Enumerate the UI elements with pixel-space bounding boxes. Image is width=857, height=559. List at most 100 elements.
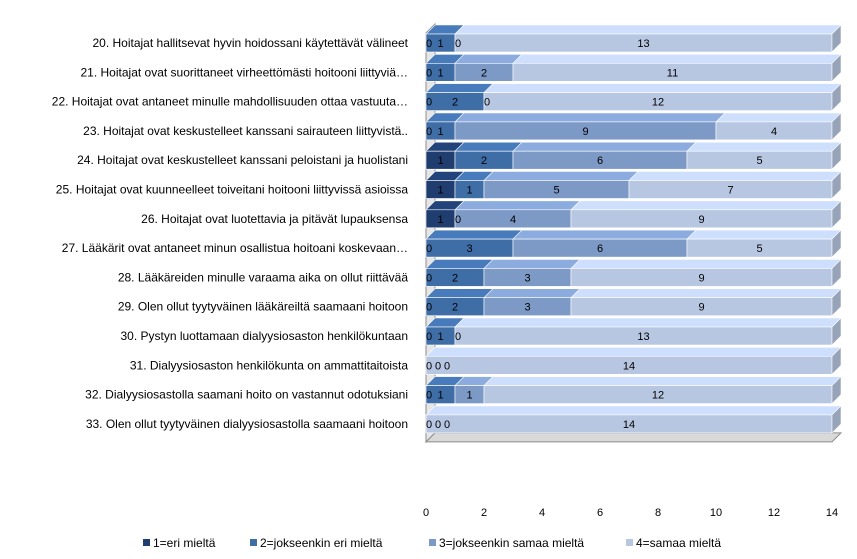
- bar-segment-top: [512, 141, 697, 152]
- data-label: 0: [426, 302, 432, 314]
- bar-segment-top: [686, 141, 842, 152]
- legend-label: 2=jokseenkin eri mieltä: [260, 536, 383, 550]
- data-label: 0: [426, 38, 432, 50]
- x-tick-label: 2: [481, 507, 487, 519]
- data-label: 14: [623, 419, 635, 431]
- bar-side: [831, 141, 842, 170]
- data-label: 0: [426, 126, 432, 138]
- data-label: 2: [452, 302, 458, 314]
- bar-segment-top: [454, 141, 523, 152]
- bar-segment-top: [454, 317, 842, 328]
- data-label: 1: [437, 214, 443, 226]
- bar-side: [831, 170, 842, 200]
- bar-side: [831, 112, 842, 141]
- legend-label: 1=eri mieltä: [153, 536, 216, 550]
- bar-side: [831, 200, 842, 229]
- data-label: 0: [426, 243, 432, 255]
- bar-segment-top: [425, 405, 842, 416]
- data-label: 0: [426, 272, 432, 284]
- data-label: 9: [698, 302, 704, 314]
- x-tick-label: 0: [423, 507, 429, 519]
- legend-swatch: [143, 539, 150, 546]
- legend-swatch: [250, 539, 257, 546]
- bar-segment-top: [512, 229, 697, 240]
- data-label: 11: [667, 67, 678, 79]
- data-label: 3: [466, 243, 472, 255]
- bar-side: [831, 82, 842, 112]
- data-label: 9: [582, 126, 588, 138]
- legend-swatch: [626, 539, 633, 546]
- x-tick-label: 8: [655, 507, 661, 519]
- data-label: 0: [426, 331, 432, 343]
- data-label: 5: [756, 155, 762, 167]
- data-label: 12: [652, 97, 664, 109]
- data-label: 4: [510, 214, 516, 226]
- data-label: 0: [435, 419, 441, 431]
- bar-segment-top: [483, 288, 581, 299]
- category-label: 20. Hoitajat hallitsevat hyvin hoidossan…: [92, 36, 408, 50]
- data-label: 0: [455, 38, 461, 50]
- data-label: 0: [426, 419, 432, 431]
- data-label: 1: [437, 390, 443, 402]
- data-label: 3: [524, 302, 530, 314]
- category-label: 30. Pystyn luottamaan dialyysiosaston he…: [120, 329, 408, 343]
- data-label: 1: [466, 390, 472, 402]
- x-tick-label: 10: [710, 507, 722, 519]
- data-label: 3: [524, 272, 530, 284]
- data-label: 0: [426, 390, 432, 402]
- data-label: 2: [481, 155, 487, 167]
- data-label: 0: [444, 360, 450, 372]
- data-label: 14: [623, 360, 635, 372]
- bar-segment-top: [454, 24, 842, 35]
- data-label: 4: [771, 126, 777, 138]
- x-tick-label: 6: [597, 507, 603, 519]
- bar-segment-top: [570, 200, 842, 211]
- data-label: 1: [437, 38, 443, 50]
- data-label: 1: [437, 331, 443, 343]
- bar-side: [831, 317, 842, 346]
- data-label: 5: [756, 243, 762, 255]
- data-label: 5: [553, 185, 559, 197]
- bars: 0 1 0 130 1 2 110 2 0 120 1 9 41 2 6 51 1 5 71 0 4 90 3 6 50 2 3 90…: [425, 24, 842, 434]
- data-label: 0: [426, 67, 432, 79]
- data-label: 1: [437, 126, 443, 138]
- bar-side: [831, 53, 842, 83]
- bar-segment-top: [512, 53, 842, 64]
- data-label: 6: [597, 243, 603, 255]
- data-label: 2: [452, 272, 458, 284]
- bar-side: [831, 229, 842, 258]
- data-label: 1: [437, 155, 443, 167]
- category-label: 24. Hoitajat ovat keskustelleet kanssani…: [77, 153, 408, 167]
- category-label: 26. Hoitajat ovat luotettavia ja pitävät…: [141, 212, 408, 226]
- category-label: 32. Dialyysiosastolla saamani hoito on v…: [85, 388, 408, 402]
- bar-segment-top: [686, 229, 842, 240]
- data-label: 9: [698, 214, 704, 226]
- legend-label: 3=jokseenkin samaa mieltä: [439, 536, 584, 550]
- legend: 1=eri mieltä 2=jokseenkin eri mieltä 3=jok…: [143, 536, 721, 550]
- data-label: 1: [466, 185, 472, 197]
- category-label: 28. Lääkäreiden minulle varaama aika on …: [118, 270, 408, 284]
- data-label: 7: [727, 185, 733, 197]
- data-label: 0: [426, 360, 432, 372]
- category-label: 25. Hoitajat ovat kuunneelleet toiveitan…: [56, 183, 409, 197]
- legend-swatch: [429, 539, 436, 546]
- bar-segment-top: [425, 259, 494, 269]
- bar-side: [831, 258, 842, 288]
- bar-side: [831, 405, 842, 434]
- category-label: 23. Hoitajat ovat keskustelleet kanssani…: [83, 124, 408, 138]
- x-tick-label: 12: [768, 507, 780, 519]
- bar-segment-top: [454, 53, 523, 64]
- data-label: 0: [435, 360, 441, 372]
- data-label: 2: [481, 67, 487, 79]
- bar-segment-top: [483, 171, 639, 181]
- bar-segment-top: [425, 229, 523, 240]
- floor-wall: [424, 432, 843, 443]
- category-labels: 20. Hoitajat hallitsevat hyvin hoidossan…: [52, 36, 409, 431]
- bar-segment-top: [425, 83, 494, 93]
- bar-segment-top: [483, 376, 842, 386]
- category-label: 33. Olen ollut tyytyväinen dialyysiosast…: [86, 417, 408, 431]
- data-label: 6: [597, 155, 603, 167]
- bar-segment-top: [454, 200, 581, 211]
- data-label: 1: [437, 67, 443, 79]
